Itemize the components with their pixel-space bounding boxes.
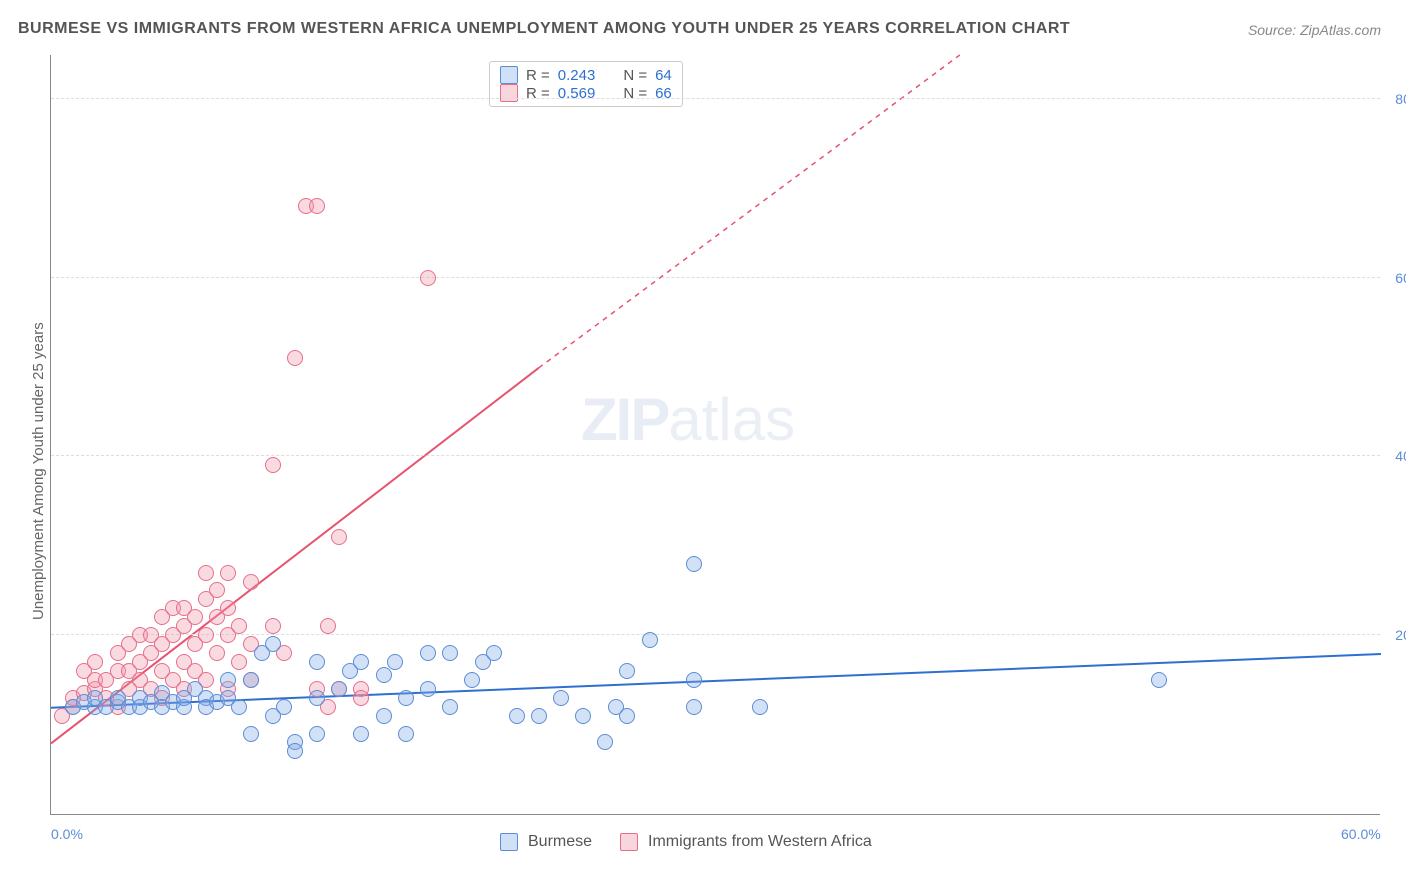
chart-plot-area: ZIPatlas R =0.243N =64R =0.569N =66 20.0… (50, 55, 1380, 815)
y-tick-label: 20.0% (1395, 627, 1406, 643)
burmese-marker (442, 699, 458, 715)
waf-marker (231, 618, 247, 634)
burmese-marker (353, 654, 369, 670)
legend-stat-row: R = 0.243 N = 64 (500, 66, 672, 84)
source-label: Source: ZipAtlas.com (1248, 22, 1381, 38)
gridline (51, 98, 1380, 99)
trend-lines (51, 55, 1381, 815)
burmese-marker (376, 708, 392, 724)
waf-marker (320, 618, 336, 634)
waf-marker (220, 600, 236, 616)
burmese-marker (331, 681, 347, 697)
burmese-marker (686, 556, 702, 572)
gridline (51, 455, 1380, 456)
legend-series: Burmese Immigrants from Western Africa (500, 833, 890, 851)
y-tick-label: 80.0% (1395, 91, 1406, 107)
waf-marker (353, 690, 369, 706)
burmese-marker (619, 663, 635, 679)
legend-swatch (500, 833, 518, 851)
x-tick-label: 60.0% (1341, 826, 1381, 842)
legend-n-value: 66 (655, 85, 672, 102)
burmese-marker (752, 699, 768, 715)
gridline (51, 634, 1380, 635)
y-axis-label: Unemployment Among Youth under 25 years (30, 322, 47, 620)
burmese-marker (420, 681, 436, 697)
burmese-marker (376, 667, 392, 683)
legend-swatch (500, 84, 518, 102)
waf-marker (287, 350, 303, 366)
legend-swatch (620, 833, 638, 851)
legend-swatch (500, 66, 518, 84)
waf-marker (198, 627, 214, 643)
legend-item-label: Immigrants from Western Africa (648, 833, 872, 851)
waf-marker (187, 609, 203, 625)
burmese-marker (1151, 672, 1167, 688)
burmese-marker (398, 726, 414, 742)
burmese-marker (597, 734, 613, 750)
burmese-marker (464, 672, 480, 688)
legend-r-value: 0.243 (558, 67, 596, 84)
burmese-marker (387, 654, 403, 670)
waf-marker (220, 565, 236, 581)
burmese-marker (398, 690, 414, 706)
waf-marker (209, 582, 225, 598)
legend-n-value: 64 (655, 67, 672, 84)
burmese-marker (486, 645, 502, 661)
waf-marker (243, 574, 259, 590)
burmese-marker (509, 708, 525, 724)
waf-marker (87, 654, 103, 670)
legend-r-label: R = (526, 85, 550, 102)
burmese-marker (553, 690, 569, 706)
burmese-marker (309, 726, 325, 742)
burmese-marker (686, 672, 702, 688)
burmese-marker (287, 743, 303, 759)
burmese-marker (231, 699, 247, 715)
burmese-marker (309, 690, 325, 706)
burmese-marker (575, 708, 591, 724)
x-tick-label: 0.0% (51, 826, 83, 842)
burmese-marker (220, 672, 236, 688)
burmese-marker (265, 636, 281, 652)
burmese-marker (353, 726, 369, 742)
gridline (51, 277, 1380, 278)
burmese-marker (243, 672, 259, 688)
waf-marker (209, 645, 225, 661)
y-tick-label: 40.0% (1395, 448, 1406, 464)
waf-marker (265, 457, 281, 473)
watermark: ZIPatlas (581, 385, 795, 454)
burmese-marker (642, 632, 658, 648)
y-tick-label: 60.0% (1395, 270, 1406, 286)
watermark-zip: ZIP (581, 386, 668, 453)
legend-n-label: N = (623, 85, 647, 102)
waf-marker (309, 198, 325, 214)
legend-r-label: R = (526, 67, 550, 84)
waf-marker (231, 654, 247, 670)
legend-stat-row: R = 0.569 N = 66 (500, 84, 672, 102)
legend-stats: R = 0.243 N = 64 R = 0.569 N = 66 (489, 61, 683, 107)
burmese-marker (531, 708, 547, 724)
watermark-atlas: atlas (668, 386, 795, 453)
waf-marker (265, 618, 281, 634)
waf-marker (331, 529, 347, 545)
burmese-marker (420, 645, 436, 661)
burmese-marker (243, 726, 259, 742)
burmese-marker (276, 699, 292, 715)
waf-marker (420, 270, 436, 286)
burmese-marker (686, 699, 702, 715)
burmese-marker (442, 645, 458, 661)
burmese-marker (619, 708, 635, 724)
page-title: BURMESE VS IMMIGRANTS FROM WESTERN AFRIC… (18, 20, 1070, 38)
legend-n-label: N = (623, 67, 647, 84)
legend-r-value: 0.569 (558, 85, 596, 102)
burmese-marker (309, 654, 325, 670)
waf-marker (198, 565, 214, 581)
legend-item-label: Burmese (528, 833, 592, 851)
